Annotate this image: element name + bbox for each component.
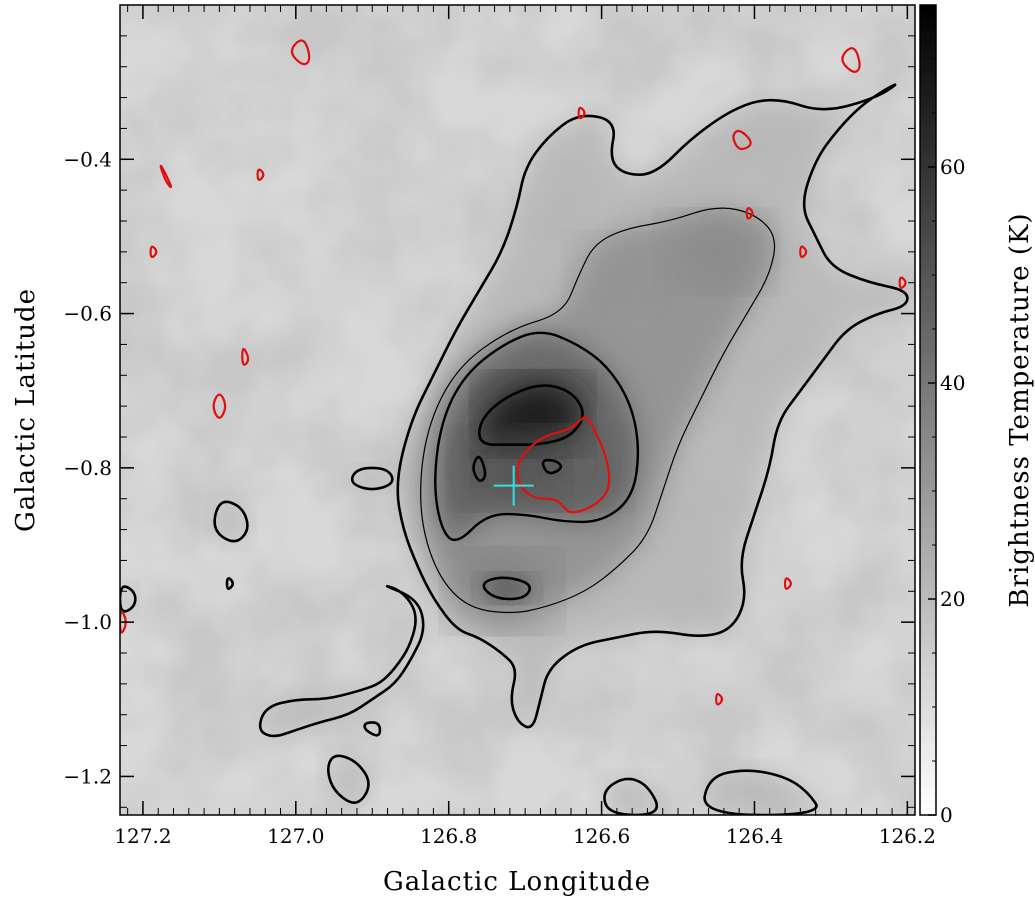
colorbar-tick-label: 0 bbox=[940, 803, 953, 827]
red-contour-blob bbox=[256, 168, 265, 181]
red-contour-blob bbox=[290, 39, 311, 66]
black-contour-outer bbox=[350, 466, 394, 491]
black-contour-outer bbox=[225, 577, 235, 590]
black-contour-outer bbox=[120, 585, 137, 613]
y-tick-label: −1.0 bbox=[63, 610, 112, 634]
red-contour-blob bbox=[799, 245, 808, 259]
black-contour-peak bbox=[482, 576, 532, 601]
colorbar-title: Brightness Temperature (K) bbox=[1005, 212, 1035, 607]
x-tick-label: 126.8 bbox=[420, 824, 477, 848]
black-contour-outer bbox=[603, 777, 659, 815]
black-contour-outer bbox=[363, 721, 382, 737]
red-contour-central bbox=[516, 416, 611, 514]
x-axis-title: Galactic Longitude bbox=[383, 867, 651, 897]
y-axis-title: Galactic Latitude bbox=[11, 288, 41, 532]
emission-outer-fill bbox=[364, 722, 380, 736]
x-tick-label: 127.2 bbox=[114, 824, 171, 848]
y-tick-label: −0.8 bbox=[63, 456, 112, 480]
black-contour-outer bbox=[327, 754, 370, 804]
red-contour-blob bbox=[149, 245, 158, 259]
y-tick-label: −1.2 bbox=[63, 764, 112, 788]
red-contour-blob bbox=[159, 164, 173, 189]
x-tick-label: 126.6 bbox=[573, 824, 630, 848]
emission-outer-fill bbox=[260, 586, 424, 736]
y-tick-label: −0.4 bbox=[63, 147, 112, 171]
emission-outer-fill bbox=[328, 755, 369, 803]
black-contour-layer bbox=[120, 83, 909, 815]
x-tick-label: 127.0 bbox=[267, 824, 324, 848]
red-contour-blob bbox=[212, 393, 227, 419]
marker-layer bbox=[493, 465, 534, 506]
black-contour-outer bbox=[258, 584, 425, 738]
black-contour-middle bbox=[434, 331, 640, 542]
red-contour-blob bbox=[241, 347, 250, 366]
emission-outer-fill bbox=[704, 770, 817, 815]
colorbar-tick-label: 20 bbox=[940, 587, 965, 611]
red-contour-blob bbox=[898, 276, 907, 289]
red-contour-blob bbox=[577, 106, 586, 120]
red-contour-layer bbox=[120, 39, 907, 706]
emission-peak-5 bbox=[584, 247, 665, 303]
red-contour-blob bbox=[715, 693, 724, 706]
red-contour-blob bbox=[841, 47, 861, 73]
red-contour-blob bbox=[732, 129, 752, 151]
y-tick-label: −0.6 bbox=[63, 302, 112, 326]
emission-outer-fill bbox=[214, 501, 248, 542]
emission-peak-4 bbox=[676, 223, 757, 280]
emission-outer-fill bbox=[604, 778, 657, 815]
colorbar-gradient bbox=[919, 4, 937, 816]
black-contour-outer bbox=[703, 769, 818, 815]
emission-peak-1 bbox=[469, 439, 550, 496]
emission-outer-fill bbox=[120, 586, 136, 612]
emission-outer-fill bbox=[352, 467, 393, 490]
emission-layer bbox=[120, 84, 908, 815]
emission-peak-2 bbox=[531, 439, 612, 496]
black-contour-peak bbox=[541, 458, 563, 475]
colorbar-tick-label: 40 bbox=[940, 371, 965, 395]
black-contour-outer bbox=[396, 83, 909, 729]
colorbar-tick-label: 60 bbox=[940, 155, 965, 179]
axes: 127.2 127.0 126.8 126.6 126.4 126.2 −0.4 −0.6 −0… bbox=[63, 4, 936, 848]
red-contour-blob bbox=[745, 207, 754, 220]
colorbar: 0 20 40 60 bbox=[919, 4, 965, 827]
black-contour-peak bbox=[472, 455, 487, 482]
emission-peak-0 bbox=[492, 385, 573, 442]
red-contour-blob bbox=[783, 577, 792, 590]
x-tick-label: 126.2 bbox=[879, 824, 936, 848]
plot-frame bbox=[119, 4, 916, 816]
image-area bbox=[120, 5, 915, 815]
colorbar-ticks: 0 20 40 60 bbox=[928, 58, 965, 827]
black-contour-peak bbox=[478, 384, 584, 447]
black-contour-outer bbox=[213, 500, 249, 543]
x-tick-label: 126.4 bbox=[726, 824, 783, 848]
emission-peak-3 bbox=[462, 563, 543, 620]
